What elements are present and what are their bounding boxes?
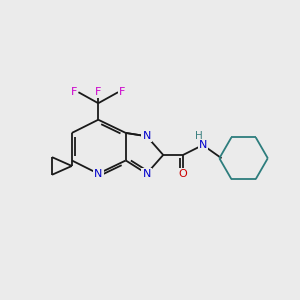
Text: N: N [142,169,151,179]
Text: N: N [142,131,151,141]
Text: N: N [94,169,102,179]
Text: F: F [119,87,126,97]
Text: H: H [195,131,202,141]
Text: F: F [95,87,101,97]
Text: F: F [71,87,77,97]
Text: N: N [199,140,207,150]
Text: O: O [178,169,188,179]
